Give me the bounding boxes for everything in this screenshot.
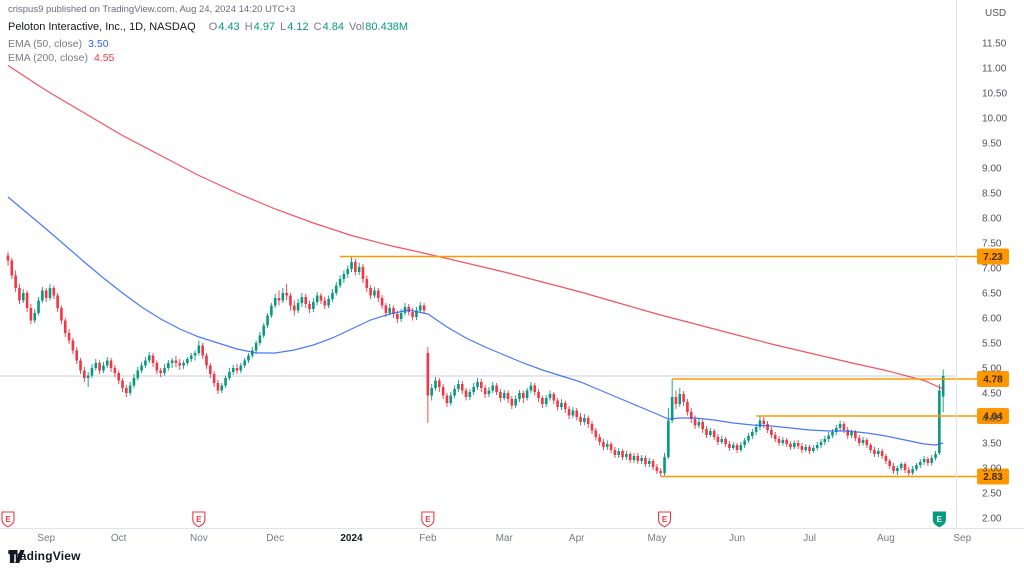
svg-text:Sep: Sep (953, 533, 971, 544)
ema200-value: 4.55 (93, 52, 115, 64)
price-level-label[interactable]: 2.83 (977, 468, 1009, 485)
price-level-label[interactable]: 4.04 (977, 408, 1009, 424)
publish-attribution: crispus9 published on TradingView.com, A… (8, 4, 296, 15)
open-label: O (208, 21, 218, 33)
high-label: H (244, 21, 253, 33)
svg-text:2.50: 2.50 (982, 489, 1002, 500)
close-value: 4.84 (322, 21, 344, 33)
svg-text:9.50: 9.50 (982, 139, 1002, 150)
tradingview-logo-icon (8, 550, 25, 563)
close-label: C (313, 21, 322, 33)
svg-text:Feb: Feb (419, 533, 437, 544)
volume-value: 80.438M (365, 21, 409, 33)
svg-text:7.23: 7.23 (983, 252, 1003, 263)
svg-text:2.83: 2.83 (983, 472, 1003, 483)
price-level-label[interactable]: 4.78 (977, 371, 1009, 387)
svg-text:E: E (425, 515, 431, 524)
time-axis[interactable]: Sep Oct Nov Dec 2024 Feb Mar Apr May Jun Jul Aug Sep (37, 533, 971, 544)
ema-200-line[interactable] (7, 64, 944, 390)
svg-text:6.00: 6.00 (982, 314, 1002, 325)
svg-text:8.00: 8.00 (982, 214, 1002, 225)
symbol-title[interactable]: Peloton Interactive, Inc., 1D, NASDAQ (8, 21, 196, 33)
earnings-marker[interactable]: E (421, 511, 435, 528)
currency-label: USD (985, 8, 1007, 19)
symbol-legend: Peloton Interactive, Inc., 1D, NASDAQ O4.… (8, 21, 408, 33)
low-label: L (280, 21, 287, 33)
svg-text:Apr: Apr (569, 533, 585, 544)
earnings-marker[interactable]: E (932, 511, 946, 528)
tradingview-brand-text: TradingView (8, 549, 81, 563)
earnings-marker[interactable]: E (192, 511, 206, 528)
price-level-label[interactable]: 7.23 (977, 248, 1009, 265)
ema200-label: EMA (200, close) (8, 52, 88, 64)
svg-text:5.50: 5.50 (982, 339, 1002, 350)
ema50-value: 3.50 (88, 38, 109, 50)
svg-text:2024: 2024 (340, 533, 363, 544)
earnings-marker[interactable]: E (657, 511, 672, 528)
svg-text:8.50: 8.50 (982, 189, 1002, 200)
svg-text:E: E (5, 515, 11, 524)
svg-text:7.50: 7.50 (982, 239, 1002, 250)
svg-text:Mar: Mar (496, 533, 514, 544)
svg-text:Aug: Aug (877, 533, 895, 544)
ema-50-line[interactable] (7, 196, 944, 446)
svg-text:Dec: Dec (266, 533, 284, 544)
svg-text:2.00: 2.00 (982, 514, 1002, 525)
svg-text:E: E (196, 515, 202, 524)
svg-text:11.00: 11.00 (982, 64, 1007, 75)
ema50-label: EMA (50, close) (8, 38, 83, 50)
svg-text:Jul: Jul (803, 533, 816, 544)
open-value: 4.43 (218, 21, 240, 33)
svg-text:5.00: 5.00 (982, 364, 1002, 375)
svg-text:E: E (937, 515, 943, 524)
svg-text:Jun: Jun (729, 533, 745, 544)
svg-text:3.00: 3.00 (982, 464, 1002, 475)
svg-text:Oct: Oct (111, 533, 127, 544)
svg-text:Sep: Sep (37, 533, 55, 544)
svg-text:7.00: 7.00 (982, 264, 1002, 275)
earnings-marker[interactable]: E (1, 511, 15, 528)
svg-text:4.78: 4.78 (983, 375, 1003, 386)
low-value: 4.12 (287, 21, 309, 33)
svg-text:3.50: 3.50 (982, 439, 1002, 450)
price-axis[interactable]: 11.50 11.00 10.50 10.00 9.50 9.00 8.50 8.00 7.50… (982, 39, 1007, 525)
svg-text:4.00: 4.00 (982, 414, 1002, 425)
ema50-legend[interactable]: EMA (50, close) 3.50 (8, 38, 109, 50)
svg-text:May: May (647, 533, 666, 544)
svg-text:9.00: 9.00 (982, 164, 1002, 175)
svg-text:10.00: 10.00 (982, 114, 1007, 125)
svg-text:Nov: Nov (190, 533, 208, 544)
svg-text:4.50: 4.50 (982, 389, 1002, 400)
svg-text:4.04: 4.04 (983, 412, 1003, 423)
candles-layer[interactable] (6, 252, 945, 477)
high-value: 4.97 (253, 21, 276, 33)
svg-text:11.50: 11.50 (982, 39, 1007, 50)
volume-label: Vol (348, 21, 365, 33)
svg-text:E: E (662, 515, 668, 524)
svg-text:10.50: 10.50 (982, 89, 1007, 100)
svg-text:6.50: 6.50 (982, 289, 1002, 300)
tradingview-logo[interactable]: TradingView (8, 549, 81, 563)
ema200-legend[interactable]: EMA (200, close) 4.55 (8, 52, 114, 64)
